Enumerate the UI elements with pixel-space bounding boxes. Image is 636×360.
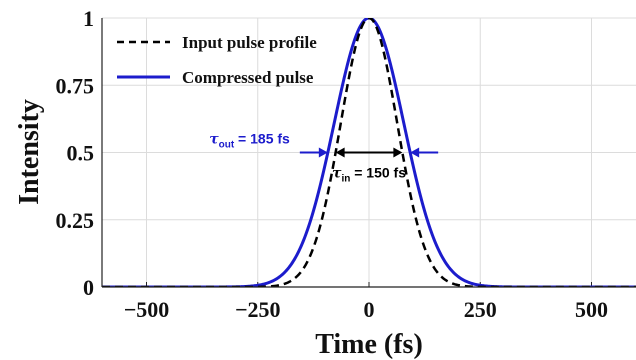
x-tick-label: 0 xyxy=(364,297,375,322)
tau-out-arrow-right-head xyxy=(410,147,420,158)
x-tick-label: 250 xyxy=(464,297,497,322)
x-axis-label: Time (fs) xyxy=(315,329,423,360)
tau-in-arrow-left-head xyxy=(335,147,345,158)
tau-in-label: τin = 150 fs xyxy=(332,165,406,185)
x-tick-label: −500 xyxy=(124,297,170,322)
tau-out-arrow-left-head xyxy=(318,147,328,158)
y-tick-label: 0.5 xyxy=(67,141,95,166)
x-tick-labels: −500 −250 0 250 500 xyxy=(124,297,608,322)
y-tick-label: 0 xyxy=(83,275,94,300)
tau-out-label: τout = 185 fs xyxy=(209,131,290,151)
legend-label-compressed: Compressed pulse xyxy=(182,68,314,87)
legend: Input pulse profile Compressed pulse xyxy=(117,33,317,87)
x-tick-label: 500 xyxy=(575,297,608,322)
x-tick-label: −250 xyxy=(235,297,281,322)
y-tick-label: 0.25 xyxy=(56,208,95,233)
y-tick-label: 0.75 xyxy=(56,73,95,98)
legend-label-input: Input pulse profile xyxy=(182,33,317,52)
tau-in-arrow-right-head xyxy=(393,147,403,158)
y-tick-labels: 0 0.25 0.5 0.75 1 xyxy=(56,6,95,300)
y-tick-label: 1 xyxy=(83,6,94,31)
y-axis-label: Intensity xyxy=(14,99,45,205)
annotation-layer: τout = 185 fs τin = 150 fs xyxy=(209,131,439,185)
